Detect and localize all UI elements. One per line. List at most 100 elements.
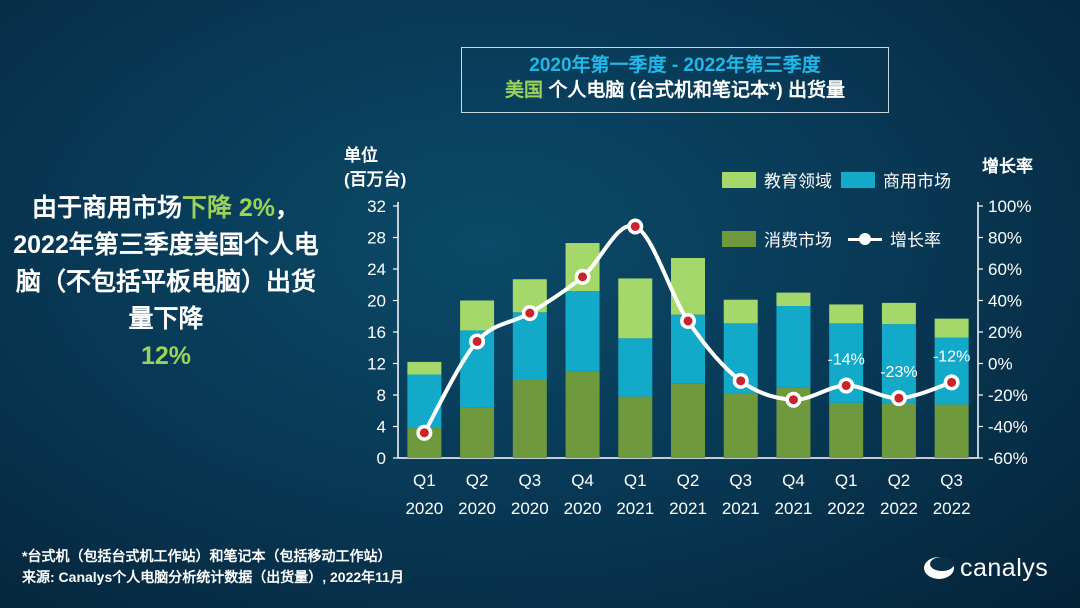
chart-title-period: 2020年第一季度 - 2022年第三季度 bbox=[529, 55, 821, 76]
canalys-logo-icon bbox=[924, 557, 954, 579]
bar-consumer bbox=[829, 402, 864, 458]
y-left-tick-label: 28 bbox=[367, 229, 386, 248]
bar-education bbox=[934, 318, 969, 338]
x-tick-label-year: 2021 bbox=[669, 499, 707, 518]
y-left-tick-label: 20 bbox=[367, 292, 386, 311]
bar-commercial bbox=[565, 291, 600, 372]
legend-swatch-education bbox=[722, 171, 756, 188]
y-left-tick-label: 8 bbox=[377, 386, 386, 405]
summary-part2: ，2022年第三季度美国个人电脑（不包括平板电脑）出货量下降 bbox=[13, 194, 319, 333]
y-left-tick-label: 16 bbox=[367, 323, 386, 342]
growth-point bbox=[419, 428, 429, 438]
growth-point bbox=[841, 381, 851, 391]
canalys-logo: canalys bbox=[922, 553, 1048, 583]
y-right-tick-label: 60% bbox=[988, 260, 1022, 279]
y-right-tick-label: -40% bbox=[988, 418, 1028, 437]
x-tick-label-quarter: Q1 bbox=[624, 471, 647, 490]
y-left-tick-label: 4 bbox=[377, 418, 386, 437]
chart-title-region: 美国 bbox=[505, 80, 544, 101]
x-tick-label-quarter: Q3 bbox=[940, 471, 963, 490]
bar-commercial bbox=[512, 312, 547, 381]
y-left-tick-label: 12 bbox=[367, 355, 386, 374]
y-right-tick-label: 20% bbox=[988, 323, 1022, 342]
growth-point bbox=[788, 395, 798, 405]
x-tick-label-year: 2020 bbox=[564, 499, 602, 518]
y-right-tick-label: -60% bbox=[988, 449, 1028, 468]
footnote-source: 来源: Canalys个人电脑分析统计数据（出货量）, 2022年11月 bbox=[22, 569, 404, 585]
x-tick-label-quarter: Q4 bbox=[571, 471, 594, 490]
legend-label-consumer: 消费市场 bbox=[764, 231, 832, 250]
x-tick-label-quarter: Q1 bbox=[835, 471, 858, 490]
y-right-tick-label: -20% bbox=[988, 386, 1028, 405]
growth-data-label: -12% bbox=[933, 348, 970, 365]
y-axis-right-title: 增长率 bbox=[982, 157, 1033, 176]
bar-education bbox=[618, 278, 653, 339]
growth-point bbox=[472, 336, 482, 346]
x-tick-label-year: 2022 bbox=[880, 499, 918, 518]
bar-consumer bbox=[512, 380, 547, 458]
bar-consumer bbox=[723, 393, 758, 458]
bar-consumer bbox=[671, 383, 705, 458]
x-tick-label-quarter: Q3 bbox=[518, 471, 541, 490]
bar-commercial bbox=[618, 338, 653, 397]
legend-item-education: 教育领域 bbox=[722, 167, 832, 192]
growth-point bbox=[894, 393, 904, 403]
x-tick-label-year: 2020 bbox=[405, 499, 443, 518]
growth-data-label: -23% bbox=[880, 364, 917, 381]
chart-title-rest: 个人电脑 (台式机和笔记本*) 出货量 bbox=[543, 80, 845, 101]
y-axis-unit-line1: 单位 bbox=[344, 146, 378, 165]
summary-highlight-commercial: 下降 2% bbox=[181, 194, 276, 222]
growth-data-label: -14% bbox=[828, 352, 865, 369]
x-tick-label-year: 2022 bbox=[827, 499, 865, 518]
bar-education bbox=[829, 304, 864, 324]
summary-highlight-total: 12% bbox=[140, 342, 192, 370]
x-tick-label-quarter: Q4 bbox=[782, 471, 805, 490]
bar-commercial bbox=[776, 306, 811, 388]
bar-consumer bbox=[460, 407, 495, 458]
bar-education bbox=[881, 302, 916, 325]
y-left-tick-label: 24 bbox=[367, 260, 386, 279]
legend-label-commercial: 商用市场 bbox=[883, 172, 951, 191]
y-right-tick-label: 100% bbox=[988, 197, 1031, 216]
footnote-definition: *台式机（包括台式机工作站）和笔记本（包括移动工作站） bbox=[22, 548, 392, 564]
legend-item-consumer: 消费市场 bbox=[722, 226, 832, 251]
x-tick-label-year: 2022 bbox=[933, 499, 971, 518]
bar-commercial bbox=[881, 324, 916, 403]
legend-swatch-consumer bbox=[722, 230, 756, 247]
legend-label-education: 教育领域 bbox=[764, 172, 832, 191]
x-tick-label-year: 2021 bbox=[616, 499, 654, 518]
growth-point bbox=[630, 221, 640, 231]
x-tick-label-year: 2020 bbox=[458, 499, 496, 518]
chart-title-box: 2020年第一季度 - 2022年第三季度 美国 个人电脑 (台式机和笔记本*)… bbox=[461, 47, 889, 113]
chart-title-subject: 美国 个人电脑 (台式机和笔记本*) 出货量 bbox=[462, 78, 888, 104]
legend-swatch-commercial bbox=[841, 171, 875, 188]
x-tick-label-quarter: Q2 bbox=[888, 471, 911, 490]
bar-consumer bbox=[618, 396, 653, 458]
legend-label-growth: 增长率 bbox=[890, 231, 941, 250]
x-tick-label-quarter: Q2 bbox=[466, 471, 489, 490]
legend-swatch-growth bbox=[848, 231, 882, 247]
canalys-logo-text: canalys bbox=[960, 553, 1049, 582]
x-tick-label-quarter: Q3 bbox=[729, 471, 752, 490]
growth-point bbox=[947, 377, 957, 387]
growth-point bbox=[578, 272, 588, 282]
bar-education bbox=[723, 299, 758, 324]
bar-consumer bbox=[565, 371, 600, 458]
bar-education bbox=[776, 292, 811, 307]
y-left-tick-label: 0 bbox=[377, 449, 386, 468]
bar-education bbox=[460, 300, 495, 331]
bar-consumer bbox=[881, 402, 916, 458]
x-tick-label-year: 2020 bbox=[511, 499, 549, 518]
legend-item-growth: 增长率 bbox=[848, 226, 941, 251]
growth-point bbox=[683, 316, 693, 326]
bar-education bbox=[671, 257, 705, 315]
bar-commercial bbox=[407, 374, 442, 429]
x-tick-label-year: 2021 bbox=[775, 499, 813, 518]
x-tick-label-year: 2021 bbox=[722, 499, 760, 518]
y-axis-unit-line2: (百万台) bbox=[344, 170, 407, 189]
growth-point bbox=[736, 376, 746, 386]
y-axis-left-title: 单位 (百万台) bbox=[344, 144, 406, 192]
growth-point bbox=[525, 308, 535, 318]
y-right-tick-label: 40% bbox=[988, 292, 1022, 311]
